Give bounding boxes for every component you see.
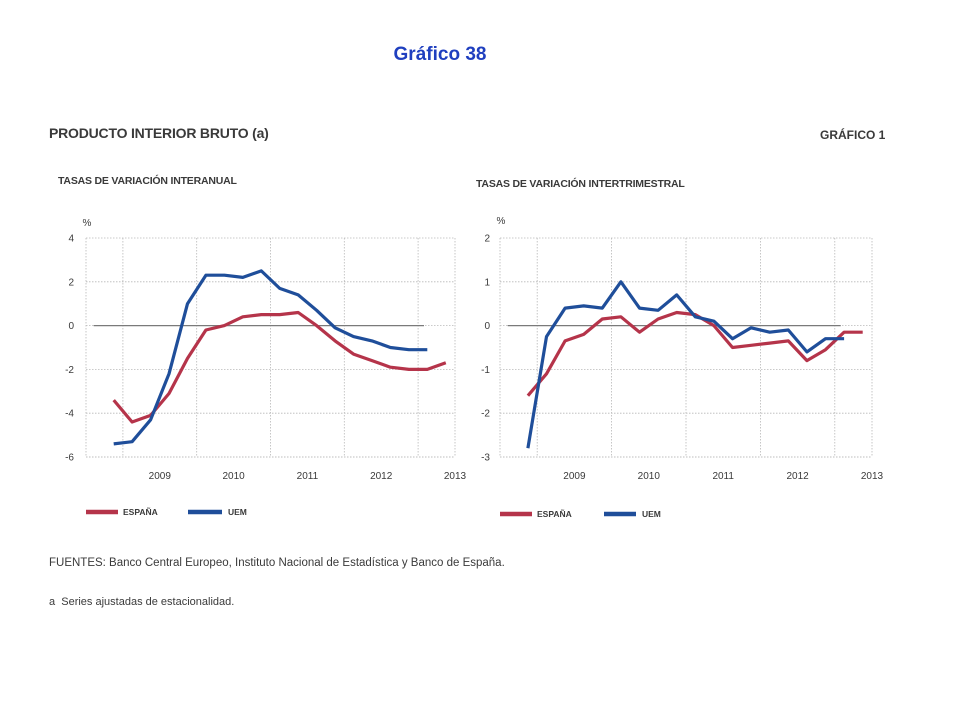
panel-title-intertrimestral: TASAS DE VARIACIÓN INTERTRIMESTRAL <box>476 178 685 190</box>
interanual-ytick-label: 4 <box>68 234 74 245</box>
interanual-xtick-label: 2009 <box>149 471 172 482</box>
intertrimestral-xtick-label: 2013 <box>861 471 884 482</box>
intertrimestral-ytick-label: -3 <box>481 453 490 464</box>
seasonal-note: a Series ajustadas de estacionalidad. <box>49 596 234 608</box>
interanual-ytick-label: 0 <box>68 321 74 332</box>
sources-footnote: FUENTES: Banco Central Europeo, Institut… <box>49 557 505 569</box>
interanual-series-uem-line <box>113 269 428 446</box>
note-label: a <box>49 596 56 608</box>
intertrimestral-series-espana-line <box>526 310 863 397</box>
intertrimestral-ytick-label: 2 <box>484 234 490 245</box>
interanual-unit-label: % <box>83 218 92 229</box>
interanual-legend-label-uem: UEM <box>228 507 247 517</box>
slide-title: Gráfico 38 <box>393 44 487 65</box>
intertrimestral-ytick-label: 0 <box>484 321 490 332</box>
intertrimestral-ytick-label: 1 <box>484 277 490 288</box>
figure-title: PRODUCTO INTERIOR BRUTO (a) <box>49 125 269 141</box>
interanual-ytick-label: -6 <box>65 453 74 464</box>
intertrimestral-xtick-label: 2011 <box>712 471 734 482</box>
interanual-xtick-label: 2011 <box>297 471 319 482</box>
intertrimestral-xtick-label: 2012 <box>786 471 809 482</box>
interanual-xtick-label: 2010 <box>222 471 245 482</box>
interanual-xtick-label: 2012 <box>370 471 393 482</box>
interanual-ytick-label: -2 <box>65 365 74 376</box>
intertrimestral-xtick-label: 2009 <box>563 471 586 482</box>
intertrimestral-ytick-label: -2 <box>481 409 490 420</box>
panel-title-interanual: TASAS DE VARIACIÓN INTERANUAL <box>58 175 237 187</box>
intertrimestral-legend-label-espana: ESPAÑA <box>537 509 572 519</box>
interanual-ytick-label: 2 <box>68 277 74 288</box>
interanual-legend-label-espana: ESPAÑA <box>123 507 158 517</box>
interanual-xtick-label: 2013 <box>444 471 467 482</box>
note-text: Series ajustadas de estacionalidad. <box>61 596 235 608</box>
intertrimestral-unit-label: % <box>497 216 506 227</box>
interanual-ytick-label: -4 <box>65 409 74 420</box>
intertrimestral-series-uem-line <box>526 280 845 449</box>
intertrimestral-legend-label-uem: UEM <box>642 509 661 519</box>
figure-number: GRÁFICO 1 <box>820 128 886 142</box>
interanual-series-espana-line <box>112 310 447 424</box>
intertrimestral-xtick-label: 2010 <box>638 471 661 482</box>
intertrimestral-ytick-label: -1 <box>481 365 490 376</box>
